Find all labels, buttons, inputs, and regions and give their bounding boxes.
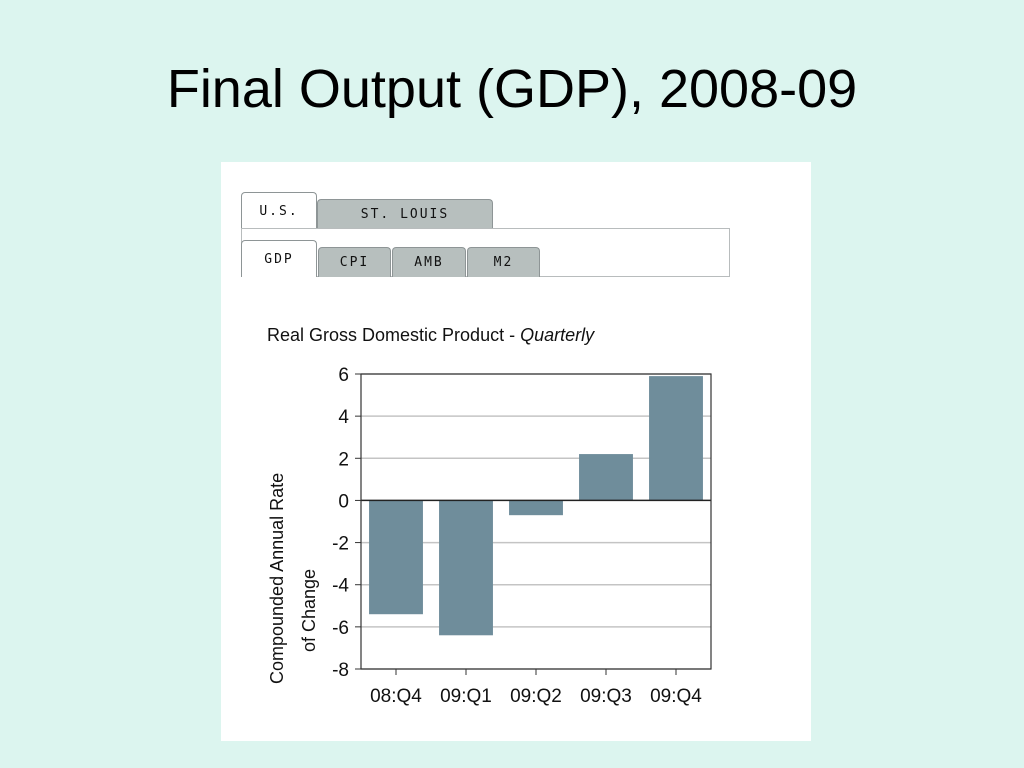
x-tick-label: 09:Q2 — [510, 686, 562, 707]
x-tick-label: 09:Q1 — [440, 686, 492, 707]
region-tabs: U.S. ST. LOUIS — [241, 192, 730, 229]
bar-09-q4 — [649, 376, 703, 501]
y-tick-label: 4 — [338, 407, 349, 428]
chart-panel: U.S. ST. LOUIS GDP CPI AMB M2 Real Gross… — [221, 162, 811, 741]
y-tick-label: -6 — [332, 618, 349, 639]
chart-title-italic: Quarterly — [520, 325, 595, 345]
y-tick-label: -4 — [332, 576, 349, 597]
chart-title-main: Real Gross Domestic Product - — [267, 325, 520, 345]
gdp-bar-chart: Real Gross Domestic Product - Quarterly … — [267, 325, 712, 707]
x-tick-label: 08:Q4 — [370, 686, 422, 707]
tab-m2[interactable]: M2 — [467, 247, 540, 277]
x-tick-label: 09:Q4 — [650, 686, 702, 707]
bar-09-q1 — [439, 500, 493, 636]
y-tick-label: -8 — [332, 660, 349, 681]
x-tick-label: 09:Q3 — [580, 686, 632, 707]
tab-us[interactable]: U.S. — [241, 192, 317, 229]
y-axis-label-line2: of Change — [299, 569, 319, 652]
y-tick-label: 0 — [338, 491, 349, 512]
y-tick-label: -2 — [332, 534, 349, 555]
bar-09-q3 — [579, 454, 633, 501]
tab-amb[interactable]: AMB — [392, 247, 466, 277]
y-axis-label-line1: Compounded Annual Rate — [267, 473, 287, 684]
series-tabs: GDP CPI AMB M2 — [241, 228, 730, 277]
plot-frame — [360, 373, 712, 670]
y-tick-label: 2 — [338, 449, 349, 470]
bar-08-q4 — [369, 500, 423, 615]
tab-cpi[interactable]: CPI — [318, 247, 391, 277]
tab-st-louis[interactable]: ST. LOUIS — [317, 199, 493, 229]
bar-09-q2 — [509, 500, 563, 516]
tab-gdp[interactable]: GDP — [241, 240, 317, 277]
y-tick-label: 6 — [338, 365, 349, 386]
chart-title: Real Gross Domestic Product - Quarterly — [267, 325, 595, 345]
slide-title: Final Output (GDP), 2008-09 — [166, 59, 858, 119]
